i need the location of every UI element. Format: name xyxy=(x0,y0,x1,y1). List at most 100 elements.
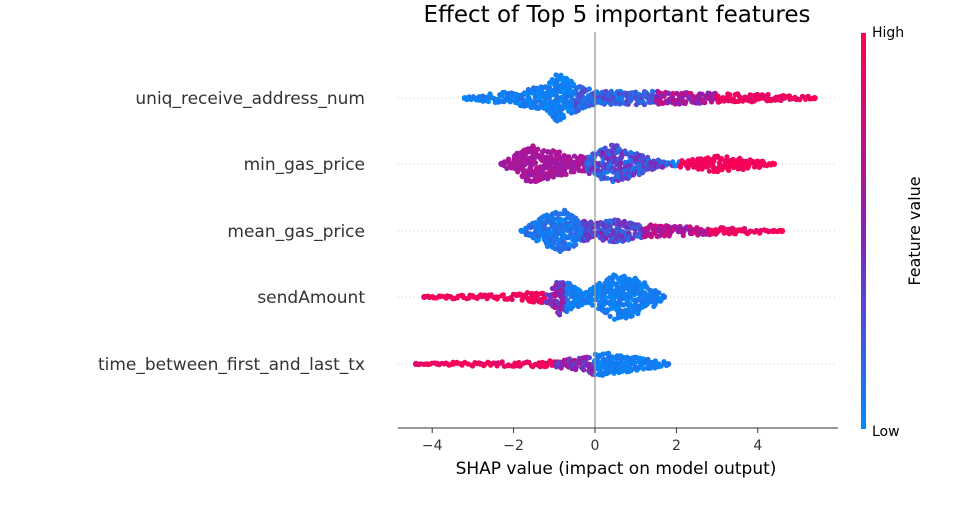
data-point xyxy=(570,81,577,87)
data-point xyxy=(615,217,621,223)
data-point xyxy=(603,235,609,241)
data-point xyxy=(607,313,613,319)
data-point xyxy=(732,231,739,237)
data-point xyxy=(755,158,761,164)
feature-swarm xyxy=(518,207,786,254)
x-tick-label: 4 xyxy=(753,438,762,454)
data-point xyxy=(589,302,596,308)
data-point-extreme xyxy=(665,361,672,367)
feature-label: uniq_receive_address_num xyxy=(135,89,365,109)
data-point-extreme xyxy=(412,361,419,367)
data-point xyxy=(549,77,555,83)
data-point xyxy=(558,72,564,78)
data-point xyxy=(586,355,593,361)
data-point xyxy=(699,166,705,172)
data-point xyxy=(655,164,661,170)
data-point xyxy=(724,154,730,160)
data-point xyxy=(665,90,672,96)
data-point xyxy=(670,90,676,97)
data-point xyxy=(599,351,606,358)
data-point xyxy=(562,171,568,177)
data-point xyxy=(765,91,771,98)
data-point xyxy=(562,240,568,246)
data-point xyxy=(521,156,527,162)
feature-label: mean_gas_price xyxy=(227,222,365,242)
data-point xyxy=(597,282,603,288)
data-point xyxy=(609,354,615,360)
data-point-extreme xyxy=(518,228,525,234)
data-point xyxy=(575,108,581,114)
data-point xyxy=(613,281,620,287)
data-point xyxy=(623,296,630,303)
data-point xyxy=(680,232,686,239)
data-point xyxy=(683,99,689,105)
data-point xyxy=(556,149,563,155)
data-point xyxy=(609,281,615,287)
data-point xyxy=(573,364,579,370)
x-tick-label: −4 xyxy=(422,438,443,454)
data-point xyxy=(581,367,587,373)
colorbar xyxy=(861,33,866,429)
data-point xyxy=(573,215,579,221)
x-tick-label: −2 xyxy=(503,438,524,454)
data-point xyxy=(612,155,618,161)
data-point xyxy=(499,359,505,365)
data-point xyxy=(632,360,638,366)
data-point xyxy=(509,296,515,303)
data-point xyxy=(689,156,696,163)
data-point xyxy=(568,110,575,116)
data-point xyxy=(553,233,559,240)
colorbar-low-label: Low xyxy=(872,424,900,440)
data-point xyxy=(566,245,572,252)
data-point xyxy=(507,99,513,105)
feature-label: sendAmount xyxy=(257,288,365,308)
data-point xyxy=(629,313,635,319)
data-point xyxy=(714,154,720,160)
feature-label: time_between_first_and_last_tx xyxy=(98,355,365,375)
x-tick-label: 2 xyxy=(672,438,681,454)
data-point xyxy=(567,241,573,247)
data-point xyxy=(652,358,659,364)
data-point xyxy=(485,98,491,105)
x-axis-label: SHAP value (impact on model output) xyxy=(456,459,777,479)
data-point xyxy=(742,226,748,232)
data-point xyxy=(727,92,733,98)
feature-swarm xyxy=(461,72,818,124)
data-point xyxy=(661,233,668,239)
data-point xyxy=(649,88,656,94)
data-point xyxy=(523,151,529,157)
data-point xyxy=(705,163,711,169)
data-point xyxy=(551,216,558,222)
data-point-extreme xyxy=(811,95,818,101)
x-tick-label: 0 xyxy=(591,438,600,454)
colorbar-high-label: High xyxy=(872,25,904,41)
data-point xyxy=(645,356,651,362)
data-point xyxy=(604,175,610,181)
data-point xyxy=(681,228,687,235)
data-point xyxy=(564,297,571,303)
data-point xyxy=(586,86,592,92)
data-point xyxy=(647,365,654,371)
data-point xyxy=(718,155,724,161)
data-point xyxy=(760,158,766,164)
data-point xyxy=(641,102,648,108)
data-point xyxy=(540,153,546,159)
data-point xyxy=(670,159,676,165)
data-point-extreme xyxy=(771,161,778,167)
data-point-extreme xyxy=(461,95,468,101)
data-point xyxy=(656,290,662,296)
data-point xyxy=(535,105,542,111)
data-point xyxy=(621,219,627,225)
data-point xyxy=(500,292,506,298)
data-point xyxy=(532,160,539,166)
data-point-extreme xyxy=(661,294,668,300)
colorbar-title: Feature value xyxy=(905,176,924,285)
data-point xyxy=(618,160,624,166)
data-point xyxy=(542,165,549,171)
feature-swarm xyxy=(498,142,778,185)
feature-swarm xyxy=(421,272,668,322)
data-point xyxy=(535,237,542,243)
data-point xyxy=(732,161,738,167)
data-point xyxy=(778,97,784,104)
